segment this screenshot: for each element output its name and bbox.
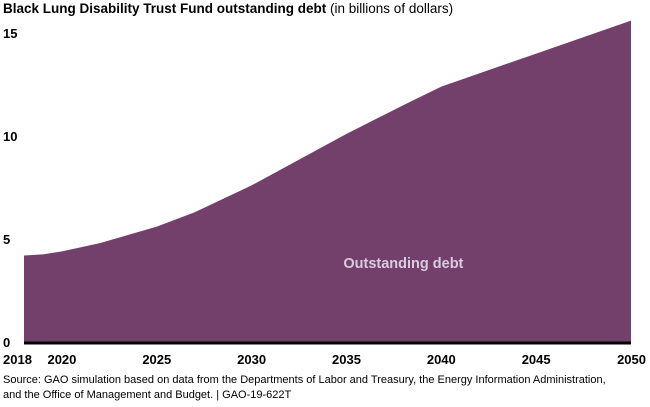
y-tick-label-10: 10 [3,129,17,144]
source-line-2: and the Office of Management and Budget.… [3,389,292,401]
x-tick-label-2045: 2045 [522,352,551,367]
x-tick-label-2018: 2018 [3,352,32,367]
x-tick-label-2035: 2035 [332,352,361,367]
x-tick-label-2030: 2030 [237,352,266,367]
chart-title-units: (in billions of dollars) [330,1,454,16]
debt-area [24,20,631,342]
y-tick-label-0: 0 [3,335,10,350]
y-tick-label-15: 15 [3,26,17,41]
x-tick-label-2025: 2025 [142,352,171,367]
chart-title-main: Black Lung Disability Trust Fund outstan… [3,1,327,16]
source-note: Source: GAO simulation based on data fro… [3,373,643,403]
x-tick-label-2040: 2040 [427,352,456,367]
chart-title: Black Lung Disability Trust Fund outstan… [3,0,453,18]
area-annotation: Outstanding debt [343,256,463,272]
x-tick-label-2050: 2050 [617,352,646,367]
y-tick-label-5: 5 [3,232,10,247]
x-tick-label-2020: 2020 [47,352,76,367]
source-line-1: Source: GAO simulation based on data fro… [3,374,606,386]
area-chart: 0 5 10 15 2018 2020 2025 2030 2035 2040 2045 2050 Ou… [3,20,646,367]
